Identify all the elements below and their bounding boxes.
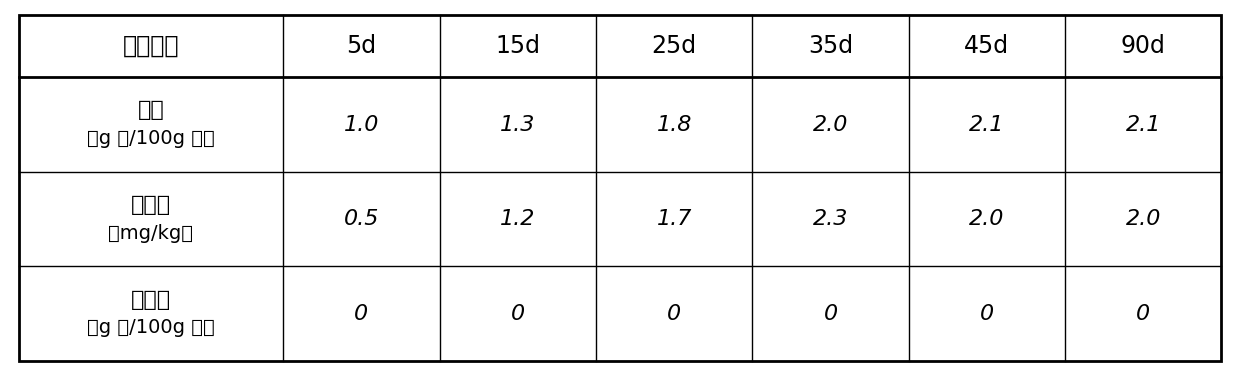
Text: 2.0: 2.0 xyxy=(970,209,1004,229)
Text: 90d: 90d xyxy=(1121,34,1166,58)
Text: 2.0: 2.0 xyxy=(812,115,848,135)
Text: 1.2: 1.2 xyxy=(500,209,536,229)
Text: 0: 0 xyxy=(823,304,837,324)
Text: 1.3: 1.3 xyxy=(500,115,536,135)
Text: 15d: 15d xyxy=(495,34,541,58)
Text: 0: 0 xyxy=(355,304,368,324)
Text: 溴价: 溴价 xyxy=(138,100,164,120)
Text: 5d: 5d xyxy=(346,34,377,58)
Text: 2.0: 2.0 xyxy=(1126,209,1161,229)
Text: 2.3: 2.3 xyxy=(812,209,848,229)
Text: （mg/kg）: （mg/kg） xyxy=(108,224,193,243)
Text: 分析项目: 分析项目 xyxy=(123,34,179,58)
Text: 1.0: 1.0 xyxy=(343,115,379,135)
Text: （g 碘/100g 油）: （g 碘/100g 油） xyxy=(87,318,215,337)
Text: 45d: 45d xyxy=(965,34,1009,58)
Text: 0: 0 xyxy=(667,304,681,324)
Text: 2.1: 2.1 xyxy=(1126,115,1161,135)
Text: 硫含量: 硫含量 xyxy=(131,195,171,215)
Text: 2.1: 2.1 xyxy=(970,115,1004,135)
Text: 0.5: 0.5 xyxy=(343,209,379,229)
Text: 0: 0 xyxy=(511,304,525,324)
Text: （g 溴/100g 油）: （g 溴/100g 油） xyxy=(87,129,215,148)
Text: 1.7: 1.7 xyxy=(656,209,692,229)
Text: 0: 0 xyxy=(980,304,994,324)
Text: 25d: 25d xyxy=(651,34,697,58)
Text: 1.8: 1.8 xyxy=(656,115,692,135)
Text: 双烯值: 双烯值 xyxy=(131,290,171,309)
Text: 0: 0 xyxy=(1136,304,1151,324)
Text: 35d: 35d xyxy=(808,34,853,58)
